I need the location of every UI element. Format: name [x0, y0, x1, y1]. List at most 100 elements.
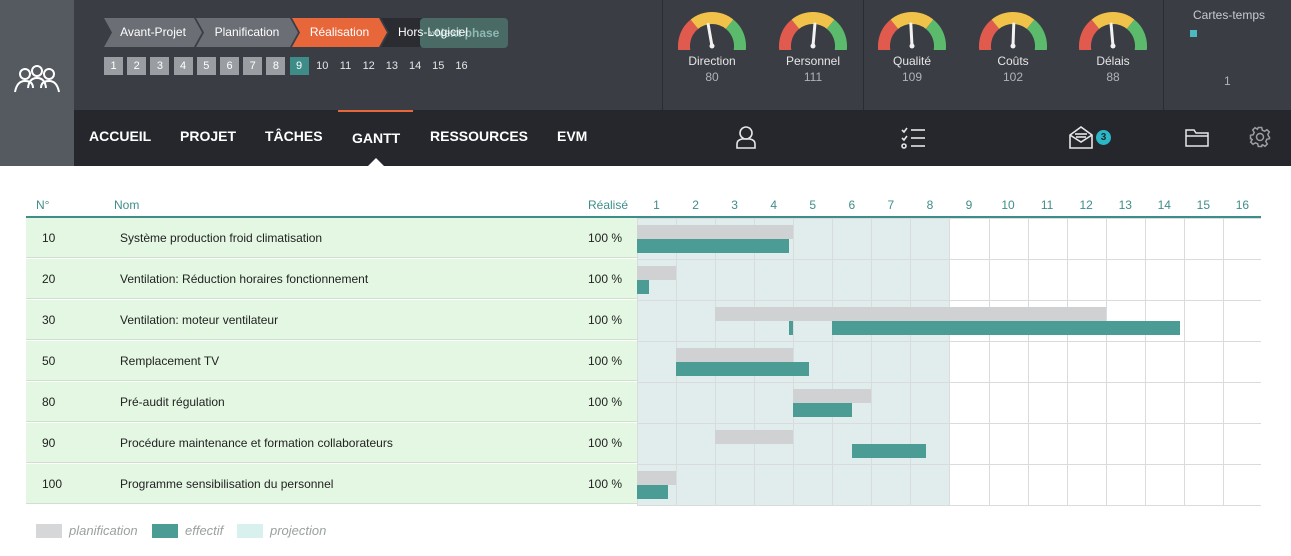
week-column	[1144, 218, 1184, 505]
gauge-label: Qualité	[892, 54, 932, 68]
week-header-16: 16	[1235, 198, 1250, 212]
planned-bar[interactable]	[676, 348, 794, 362]
table-row[interactable]: 20 Ventilation: Réduction horaires foncti…	[26, 259, 637, 299]
step-14[interactable]: 14	[408, 60, 422, 72]
task-done: 100 %	[588, 436, 623, 450]
week-column	[871, 218, 911, 505]
gauge-dial	[779, 12, 847, 50]
cartes-temps-title: Cartes-temps	[1193, 8, 1266, 22]
step-2[interactable]: 2	[127, 57, 147, 75]
col-header-name: Nom	[114, 198, 140, 212]
legend-swatch-planification	[36, 524, 62, 538]
week-column	[988, 218, 1028, 505]
actual-bar[interactable]	[637, 239, 790, 253]
step-13[interactable]: 13	[385, 60, 399, 72]
user-icon[interactable]	[734, 124, 758, 150]
col-header-num: N°	[36, 198, 50, 212]
step-3[interactable]: 3	[150, 57, 170, 75]
table-row[interactable]: 50 Remplacement TV 100 %	[26, 341, 637, 381]
grid-row-line	[637, 464, 1261, 465]
step-7[interactable]: 7	[243, 57, 263, 75]
cartes-temps-value: 1	[1224, 74, 1231, 88]
gauge-dial	[878, 12, 946, 50]
week-header-7: 7	[887, 198, 895, 212]
menu-projet[interactable]: PROJET	[180, 128, 237, 144]
mail-icon[interactable]	[1068, 125, 1094, 149]
gauge-4: Délais 88	[1073, 8, 1153, 84]
next-phase-label: Next phase	[435, 26, 500, 40]
step-5[interactable]: 5	[196, 57, 216, 75]
phase-hors-logiciel[interactable]: Hors-Logiciel	[381, 18, 485, 47]
checklist-icon[interactable]	[900, 125, 926, 149]
folder-icon[interactable]	[1185, 127, 1209, 147]
step-16[interactable]: 16	[455, 60, 468, 72]
actual-bar[interactable]	[637, 280, 649, 294]
step-4[interactable]: 4	[173, 57, 193, 75]
step-9[interactable]: 9	[289, 57, 309, 75]
task-name: Ventilation: moteur ventilateur	[120, 313, 279, 327]
planned-bar[interactable]	[793, 389, 872, 403]
gauge-value: 111	[803, 70, 823, 84]
table-row[interactable]: 10 Système production froid climatisation…	[26, 218, 637, 258]
legend-swatch-projection	[237, 524, 263, 538]
next-phase-button[interactable]: »Next phase	[420, 18, 508, 48]
phase-planification[interactable]: Planification	[196, 18, 298, 47]
actual-bar[interactable]	[793, 403, 852, 417]
table-row[interactable]: 90 Procédure maintenance et formation col…	[26, 423, 637, 463]
actual-bar[interactable]	[851, 444, 927, 458]
menu-taches[interactable]: TÂCHES	[265, 128, 323, 144]
actual-bar[interactable]	[676, 362, 809, 376]
task-done: 100 %	[588, 477, 623, 491]
week-column	[1027, 218, 1067, 505]
planned-bar[interactable]	[832, 307, 1106, 321]
week-header-5: 5	[809, 198, 817, 212]
actual-bar[interactable]	[789, 321, 794, 335]
menu-ressources[interactable]: RESSOURCES	[430, 128, 529, 144]
phase-label: Avant-Projet	[120, 25, 186, 39]
planned-bar[interactable]	[637, 471, 677, 485]
planned-bar[interactable]	[637, 225, 794, 239]
app-logo[interactable]	[0, 0, 74, 166]
week-header-1: 1	[653, 198, 660, 212]
planned-bar[interactable]	[637, 266, 677, 280]
week-column	[1222, 218, 1262, 505]
phase-label: Réalisation	[309, 25, 370, 39]
menu-accueil[interactable]: ACCUEIL	[89, 128, 152, 144]
grid-row-line	[637, 218, 1261, 219]
menu-gantt[interactable]: GANTT	[352, 130, 401, 146]
task-number: 90	[42, 436, 56, 450]
task-number: 30	[42, 313, 56, 327]
task-done: 100 %	[588, 313, 623, 327]
step-6[interactable]: 6	[220, 57, 239, 75]
phase-arrow-shape	[196, 18, 298, 47]
table-row[interactable]: 100 Programme sensibilisation du personne…	[26, 464, 637, 504]
actual-bar[interactable]	[637, 485, 669, 499]
gauge-label: Coûts	[997, 54, 1029, 68]
table-row[interactable]: 80 Pré-audit régulation 100 %	[26, 382, 637, 422]
gauge-label: Délais	[1096, 54, 1130, 68]
step-15[interactable]: 15	[432, 60, 445, 72]
task-name: Remplacement TV	[120, 354, 220, 368]
planned-bar[interactable]	[715, 307, 872, 321]
menu-evm[interactable]: EVM	[557, 128, 588, 144]
grid-row-line	[637, 505, 1261, 506]
step-12[interactable]: 12	[362, 60, 375, 72]
grid-row-line	[637, 423, 1261, 424]
gauge-2: Qualité 109	[872, 8, 952, 84]
phase-avant-projet[interactable]: Avant-Projet	[104, 18, 202, 47]
planned-bar[interactable]	[715, 430, 794, 444]
main-menu	[74, 110, 662, 166]
table-row[interactable]: 30 Ventilation: moteur ventilateur 100 %	[26, 300, 637, 340]
step-11[interactable]: 11	[339, 60, 352, 72]
actual-bar[interactable]	[832, 321, 1180, 335]
task-number: 50	[42, 354, 56, 368]
week-header-8: 8	[926, 198, 934, 212]
week-header-13: 13	[1118, 198, 1132, 212]
phase-realisation[interactable]: Réalisation	[292, 18, 387, 47]
step-10[interactable]: 10	[316, 60, 329, 72]
gauge-label: Direction	[688, 54, 736, 68]
step-1[interactable]: 1	[104, 57, 123, 75]
step-8[interactable]: 8	[266, 57, 286, 75]
gear-icon[interactable]	[1249, 126, 1271, 148]
task-number: 10	[42, 231, 56, 245]
